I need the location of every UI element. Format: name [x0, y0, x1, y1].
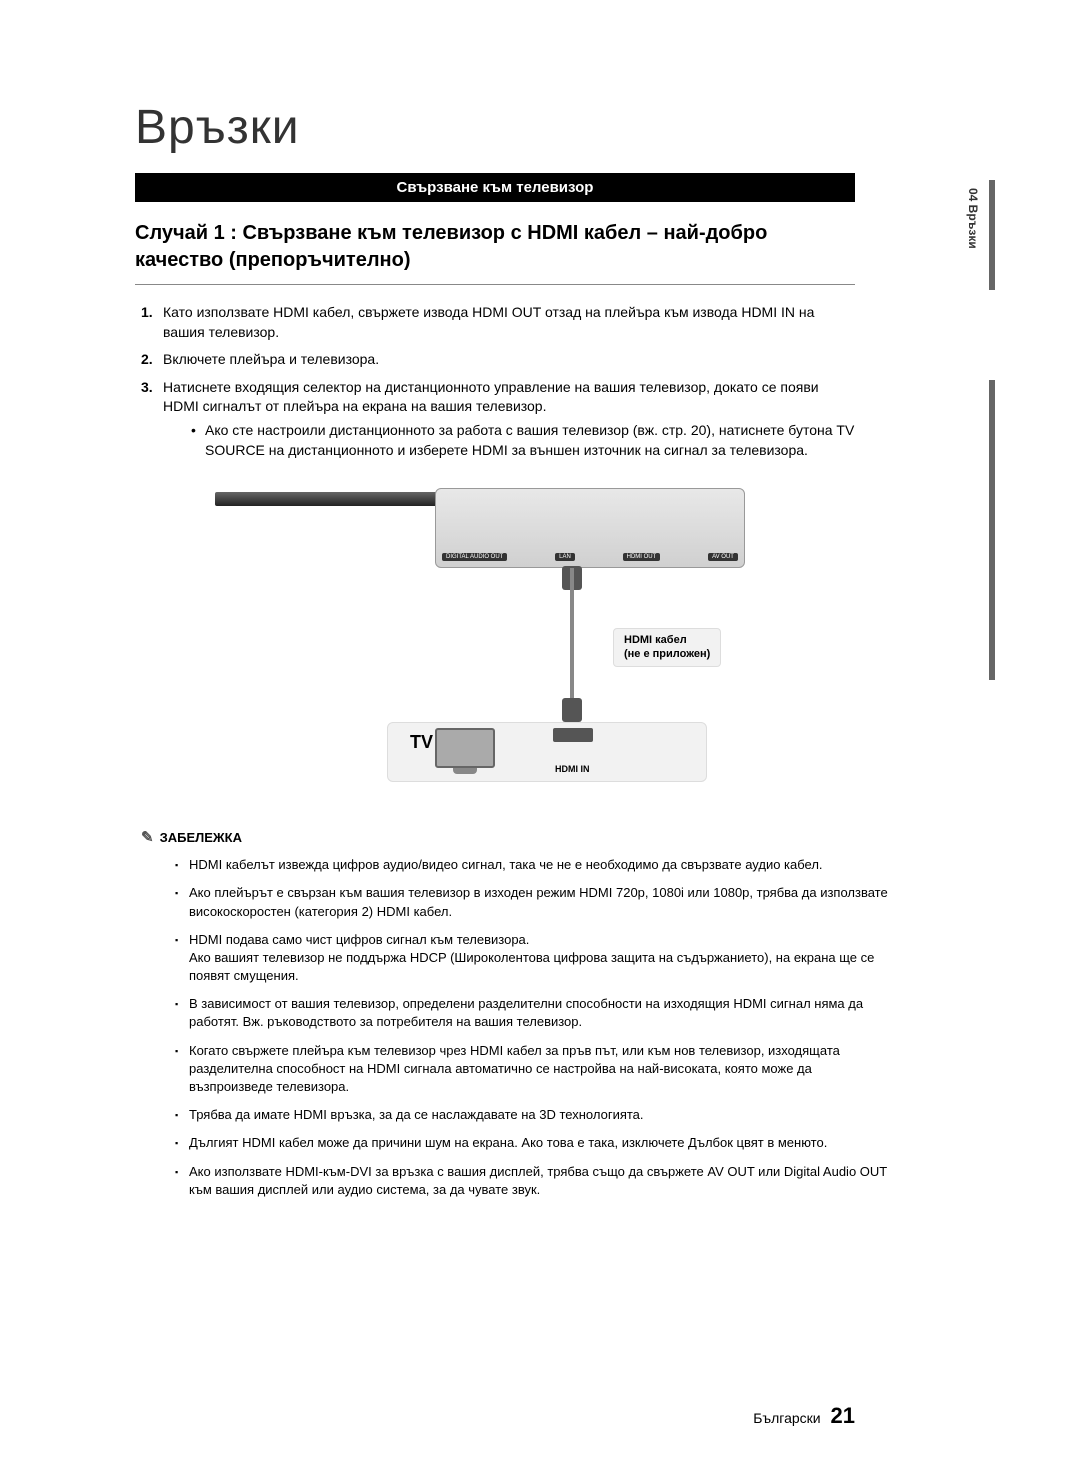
section-heading: Свързване към телевизор	[135, 173, 855, 202]
steps-list: 1. Като използвате HDMI кабел, свържете …	[135, 303, 855, 460]
note-item: ▪В зависимост от вашия телевизор, опреде…	[175, 995, 895, 1031]
page-footer: Български 21	[135, 1403, 855, 1429]
square-bullet-icon: ▪	[175, 1045, 189, 1097]
side-tab: 04 Връзки	[966, 188, 980, 249]
player-back-panel: DIGITAL AUDIO OUT LAN HDMI OUT AV OUT	[435, 488, 745, 568]
note-item: ▪Ако плейърът е свързан към вашия телеви…	[175, 884, 895, 920]
note-item: ▪HDMI кабелът извежда цифров аудио/видео…	[175, 856, 895, 874]
note-heading-text: ЗАБЕЛЕЖКА	[160, 830, 242, 845]
port-label: HDMI OUT	[623, 553, 661, 561]
page-number: 21	[831, 1403, 855, 1428]
side-decor	[989, 180, 995, 684]
cable-label-line1: HDMI кабел	[624, 633, 710, 647]
tv-icon	[435, 728, 495, 768]
note-heading: ✎ ЗАБЕЛЕЖКА	[141, 828, 980, 846]
hdmi-connector-bottom	[562, 698, 582, 722]
square-bullet-icon: ▪	[175, 998, 189, 1031]
step-number: 2.	[141, 350, 163, 370]
note-text: Трябва да имате HDMI връзка, за да се на…	[189, 1106, 644, 1124]
square-bullet-icon: ▪	[175, 859, 189, 874]
cable-label: HDMI кабел (не е приложен)	[613, 628, 721, 667]
note-item: ▪Ако използвате HDMI-към-DVI за връзка с…	[175, 1163, 895, 1199]
page-title: Връзки	[135, 100, 980, 155]
port-label: AV OUT	[708, 553, 738, 561]
note-text: HDMI кабелът извежда цифров аудио/видео …	[189, 856, 823, 874]
square-bullet-icon: ▪	[175, 934, 189, 986]
note-text: Ако плейърът е свързан към вашия телевиз…	[189, 884, 895, 920]
footer-language: Български	[753, 1410, 820, 1426]
hdmi-cable	[570, 568, 574, 718]
tv-label: TV	[410, 732, 433, 753]
square-bullet-icon: ▪	[175, 1137, 189, 1152]
step-text: Включете плейъра и телевизора.	[163, 350, 855, 370]
case-title: Случай 1 : Свързване към телевизор с HDM…	[135, 220, 855, 285]
step-1: 1. Като използвате HDMI кабел, свържете …	[135, 303, 855, 342]
hdmi-in-label: HDMI IN	[555, 764, 590, 774]
note-text: В зависимост от вашия телевизор, определ…	[189, 995, 895, 1031]
note-item: ▪HDMI подава само чист цифров сигнал към…	[175, 931, 895, 986]
step-text: Като използвате HDMI кабел, свържете изв…	[163, 303, 855, 342]
sub-bullet-text: Ако сте настроили дистанционното за рабо…	[205, 421, 855, 460]
note-text: Когато свържете плейъра към телевизор чр…	[189, 1042, 895, 1097]
connection-diagram: DIGITAL AUDIO OUT LAN HDMI OUT AV OUT HD…	[135, 470, 855, 810]
step-number: 1.	[141, 303, 163, 342]
note-item: ▪Трябва да имате HDMI връзка, за да се н…	[175, 1106, 895, 1124]
tv-hdmi-port	[553, 728, 593, 742]
port-label: LAN	[555, 553, 575, 561]
cable-label-line2: (не е приложен)	[624, 647, 710, 661]
step-text-line: Натиснете входящия селектор на дистанцио…	[163, 379, 819, 415]
step-number: 3.	[141, 378, 163, 460]
square-bullet-icon: ▪	[175, 887, 189, 920]
step-text: Натиснете входящия селектор на дистанцио…	[163, 378, 855, 460]
square-bullet-icon: ▪	[175, 1109, 189, 1124]
note-text: Дългият HDMI кабел може да причини шум н…	[189, 1134, 827, 1152]
square-bullet-icon: ▪	[175, 1166, 189, 1199]
player-device	[215, 492, 455, 506]
tv-stand	[453, 768, 477, 774]
notes-list: ▪HDMI кабелът извежда цифров аудио/видео…	[175, 856, 895, 1199]
note-text: Ако използвате HDMI-към-DVI за връзка с …	[189, 1163, 895, 1199]
note-text: HDMI подава само чист цифров сигнал към …	[189, 931, 895, 986]
bullet-dot: •	[191, 421, 205, 460]
sub-bullet: • Ако сте настроили дистанционното за ра…	[191, 421, 855, 460]
step-2: 2. Включете плейъра и телевизора.	[135, 350, 855, 370]
note-item: ▪Дългият HDMI кабел може да причини шум …	[175, 1134, 895, 1152]
step-3: 3. Натиснете входящия селектор на дистан…	[135, 378, 855, 460]
port-label: DIGITAL AUDIO OUT	[442, 553, 507, 561]
note-item: ▪Когато свържете плейъра към телевизор ч…	[175, 1042, 895, 1097]
note-icon: ✎	[141, 828, 154, 846]
